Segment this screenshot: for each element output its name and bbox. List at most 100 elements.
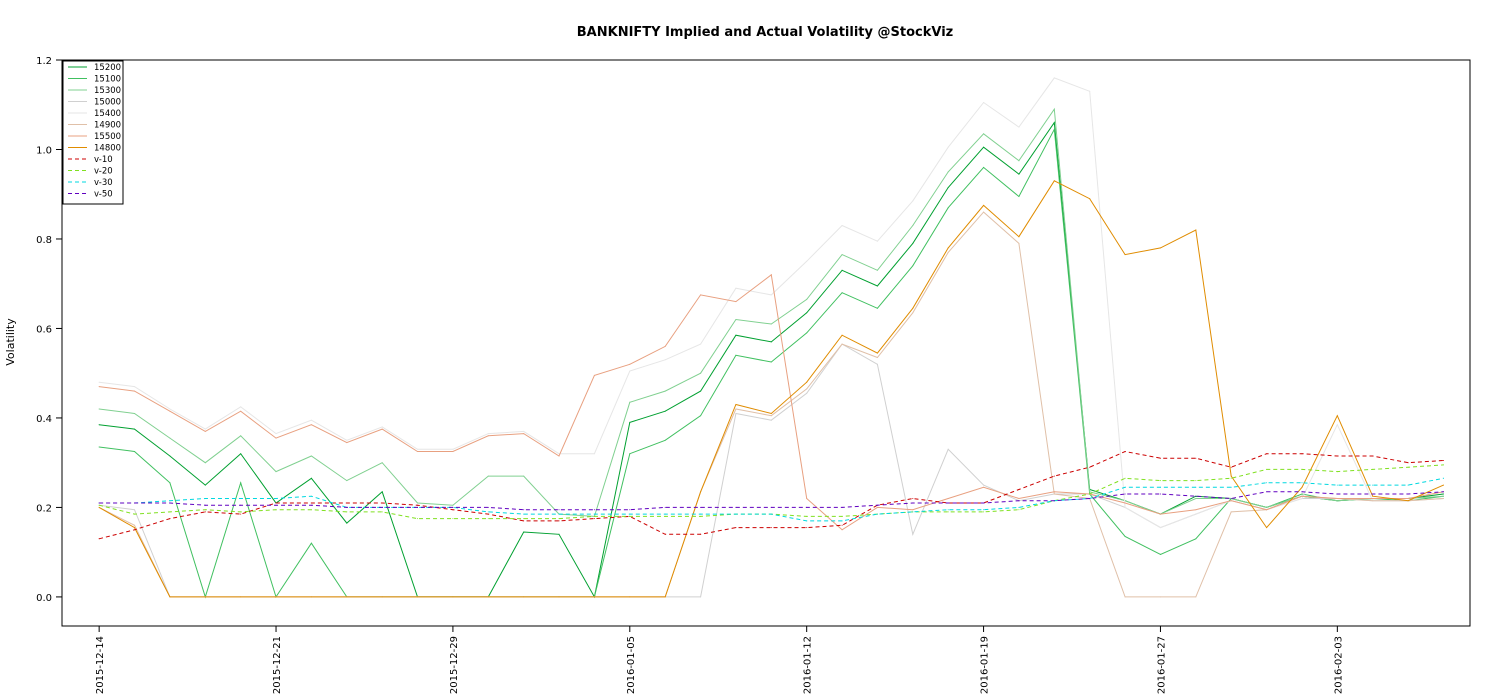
- legend-label: 15200: [94, 63, 121, 73]
- data-point: [700, 596, 702, 598]
- data-point: [735, 287, 737, 289]
- data-point: [912, 312, 914, 314]
- data-point: [98, 506, 100, 508]
- data-point: [947, 502, 949, 504]
- data-point: [806, 506, 808, 508]
- x-tick-label: 2016-01-27: [1157, 636, 1168, 694]
- data-point: [770, 415, 772, 417]
- x-tick-label: 2015-12-14: [95, 636, 106, 694]
- data-point: [1336, 415, 1338, 417]
- data-point: [275, 596, 277, 598]
- data-point: [487, 475, 489, 477]
- data-point: [310, 596, 312, 598]
- data-point: [134, 529, 135, 531]
- data-point: [983, 484, 985, 486]
- data-point: [1089, 493, 1091, 495]
- data-point: [700, 343, 702, 345]
- data-point: [98, 386, 100, 388]
- data-point: [1266, 453, 1268, 455]
- legend-item: 15100: [68, 75, 121, 85]
- data-point: [593, 374, 595, 376]
- data-point: [1053, 128, 1055, 130]
- data-point: [664, 596, 666, 598]
- data-point: [1443, 495, 1444, 497]
- data-point: [1018, 489, 1020, 490]
- data-point: [381, 462, 383, 464]
- data-point: [983, 102, 985, 103]
- data-point: [1053, 500, 1055, 502]
- data-point: [912, 225, 914, 226]
- data-point: [558, 453, 560, 455]
- data-point: [275, 504, 277, 506]
- legend-item: 15000: [68, 98, 121, 108]
- data-point: [664, 513, 666, 515]
- data-point: [912, 265, 914, 267]
- data-point: [346, 439, 348, 441]
- data-point: [240, 504, 242, 506]
- data-point: [629, 515, 631, 517]
- data-point: [134, 386, 135, 388]
- data-point: [1124, 254, 1126, 256]
- legend-item: v-30: [68, 178, 113, 188]
- data-point: [1160, 596, 1161, 598]
- data-point: [947, 448, 949, 450]
- data-point: [1443, 477, 1444, 479]
- data-point: [1124, 451, 1126, 452]
- y-axis-label: Volatility: [4, 318, 17, 366]
- data-point: [876, 357, 878, 358]
- data-point: [1018, 196, 1020, 197]
- y-tick-label: 1.2: [36, 56, 52, 67]
- x-tick-label: 2016-01-19: [980, 636, 991, 694]
- data-point: [381, 428, 383, 430]
- data-point: [523, 509, 525, 511]
- data-point: [1160, 247, 1161, 249]
- series-line: [98, 211, 1444, 598]
- data-point: [1124, 493, 1126, 495]
- data-point: [983, 509, 985, 511]
- data-point: [593, 509, 595, 511]
- data-point: [770, 294, 772, 296]
- data-point: [1230, 511, 1232, 513]
- data-point: [134, 524, 135, 526]
- data-point: [275, 433, 277, 435]
- data-point: [417, 502, 418, 504]
- data-point: [169, 518, 171, 520]
- data-point: [629, 596, 631, 598]
- data-point: [983, 502, 985, 504]
- data-point: [1195, 513, 1197, 515]
- data-point: [240, 453, 242, 455]
- data-point: [240, 482, 242, 484]
- data-point: [841, 506, 843, 508]
- data-point: [806, 520, 808, 522]
- data-point: [912, 242, 914, 244]
- data-point: [806, 312, 808, 314]
- legend-label: 14800: [94, 144, 121, 154]
- data-point: [770, 341, 772, 343]
- y-tick-label: 0.2: [36, 503, 52, 514]
- data-point: [275, 498, 277, 499]
- data-point: [1124, 536, 1126, 537]
- series-14900: [98, 211, 1444, 598]
- chart-title: BANKNIFTY Implied and Actual Volatility …: [577, 25, 953, 40]
- legend-item: v-50: [68, 190, 113, 200]
- data-point: [1301, 468, 1303, 470]
- data-point: [417, 504, 418, 506]
- data-point: [1230, 466, 1232, 468]
- data-point: [310, 495, 312, 497]
- data-point: [1195, 486, 1197, 488]
- x-tick-label: 2016-01-12: [803, 636, 814, 694]
- data-point: [346, 506, 348, 508]
- data-point: [1089, 198, 1091, 200]
- data-point: [523, 531, 525, 533]
- data-point: [1195, 509, 1197, 511]
- data-point: [98, 446, 100, 448]
- data-point: [169, 500, 171, 502]
- data-point: [876, 240, 878, 242]
- data-point: [275, 509, 277, 511]
- data-point: [1372, 493, 1374, 495]
- legend-item: 15400: [68, 109, 121, 119]
- data-point: [947, 171, 949, 173]
- data-point: [1301, 493, 1303, 495]
- data-point: [134, 390, 135, 392]
- data-point: [1336, 493, 1338, 495]
